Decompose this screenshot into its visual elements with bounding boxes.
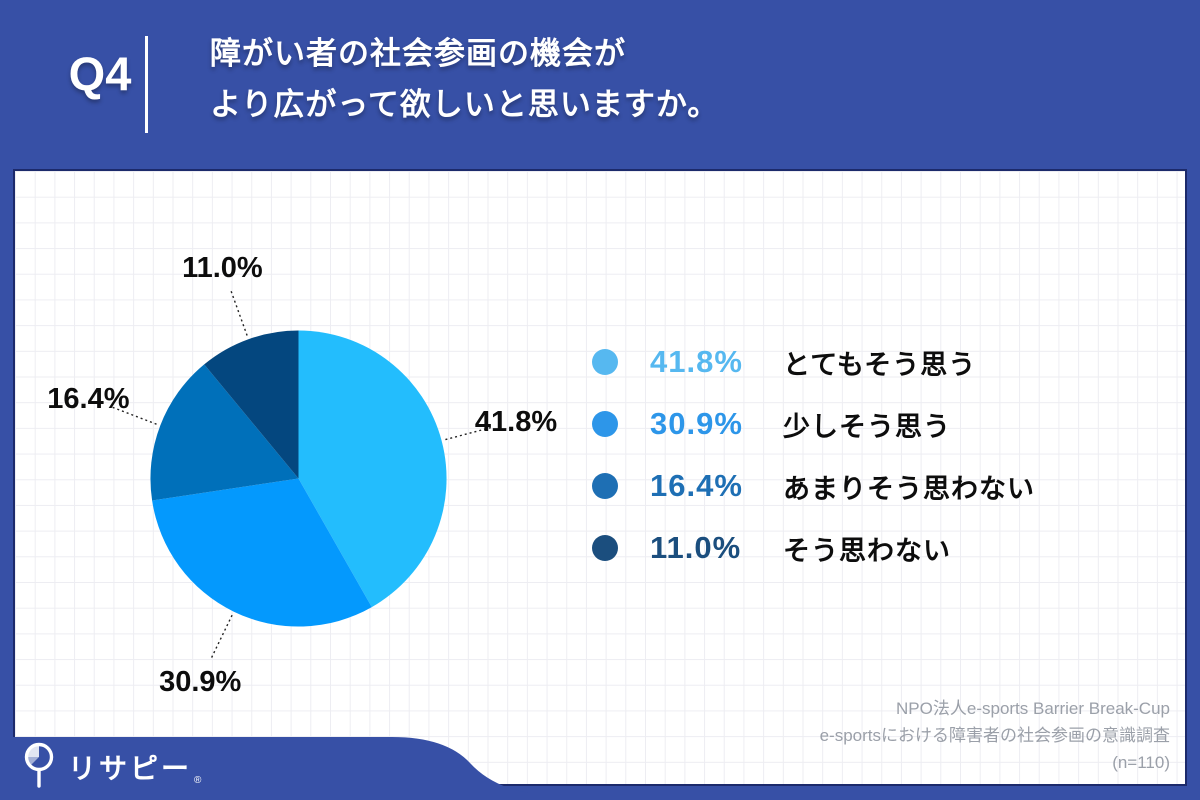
pie-slice-2 <box>152 478 372 627</box>
legend-dot-icon <box>592 535 618 561</box>
legend-percent: 11.0% <box>650 530 742 565</box>
pie-value-label: 30.9% <box>159 666 241 698</box>
logo-plate <box>0 737 530 800</box>
survey-source-line2: e-sportsにおける障害者の社会参画の意識調査 <box>819 726 1170 745</box>
survey-sample-size: (n=110) <box>1112 753 1170 772</box>
legend-row: 16.4% あまりそう思わない <box>592 455 1035 517</box>
pie-chart: 41.8% 30.9% 16.4% 11.0% <box>47 252 557 698</box>
chart-legend: 41.8% とてもそう思う 30.9% 少しそう思う 16.4% あまりそう思わ… <box>592 331 1035 579</box>
header-divider <box>145 36 148 133</box>
legend-dot-icon <box>592 411 618 437</box>
legend-percent: 16.4% <box>650 468 743 503</box>
pie-leader-line <box>230 290 248 336</box>
pie-slice-1 <box>298 330 447 608</box>
legend-dot-icon <box>592 349 618 375</box>
pie-value-label: 41.8% <box>475 406 557 438</box>
question-title-line1: 障がい者の社会参画の機会が <box>210 36 626 71</box>
survey-source-line1: NPO法人e-sports Barrier Break-Cup <box>896 699 1170 718</box>
pie-value-label: 16.4% <box>47 383 129 415</box>
question-header: Q4 障がい者の社会参画の機会が より広がって欲しいと思いますか。 <box>0 0 1200 169</box>
registered-mark: ® <box>194 775 202 786</box>
legend-percent: 41.8% <box>650 344 743 379</box>
legend-label: とてもそう思う <box>783 349 977 380</box>
pie-slice-4 <box>204 330 299 479</box>
magnifier-pie-icon <box>24 742 54 788</box>
pie-value-label: 11.0% <box>182 252 263 284</box>
legend-percent: 30.9% <box>650 406 743 441</box>
legend-label: そう思わない <box>783 535 951 566</box>
legend-row: 41.8% とてもそう思う <box>592 331 1035 393</box>
pie-leader-line <box>445 426 492 441</box>
legend-row: 30.9% 少しそう思う <box>592 393 1035 455</box>
legend-row: 11.0% そう思わない <box>592 517 1035 579</box>
legend-dot-icon <box>592 473 618 499</box>
pie-leader-line <box>210 614 233 659</box>
survey-source: NPO法人e-sports Barrier Break-Cup e-sports… <box>820 695 1170 776</box>
pie-slice-3 <box>150 364 299 501</box>
question-title: 障がい者の社会参画の機会が より広がって欲しいと思いますか。 <box>210 28 719 130</box>
legend-label: 少しそう思う <box>783 411 951 442</box>
question-number: Q4 <box>68 47 132 100</box>
chart-panel: 41.8% 30.9% 16.4% 11.0% 41.8% とてもそう思う 30.9%… <box>13 169 1187 786</box>
question-title-line2: より広がって欲しいと思いますか。 <box>210 87 720 122</box>
brand-logo: リサピー ® <box>22 742 201 792</box>
legend-label: あまりそう思わない <box>783 473 1035 504</box>
brand-logo-text: リサピー <box>68 753 193 784</box>
